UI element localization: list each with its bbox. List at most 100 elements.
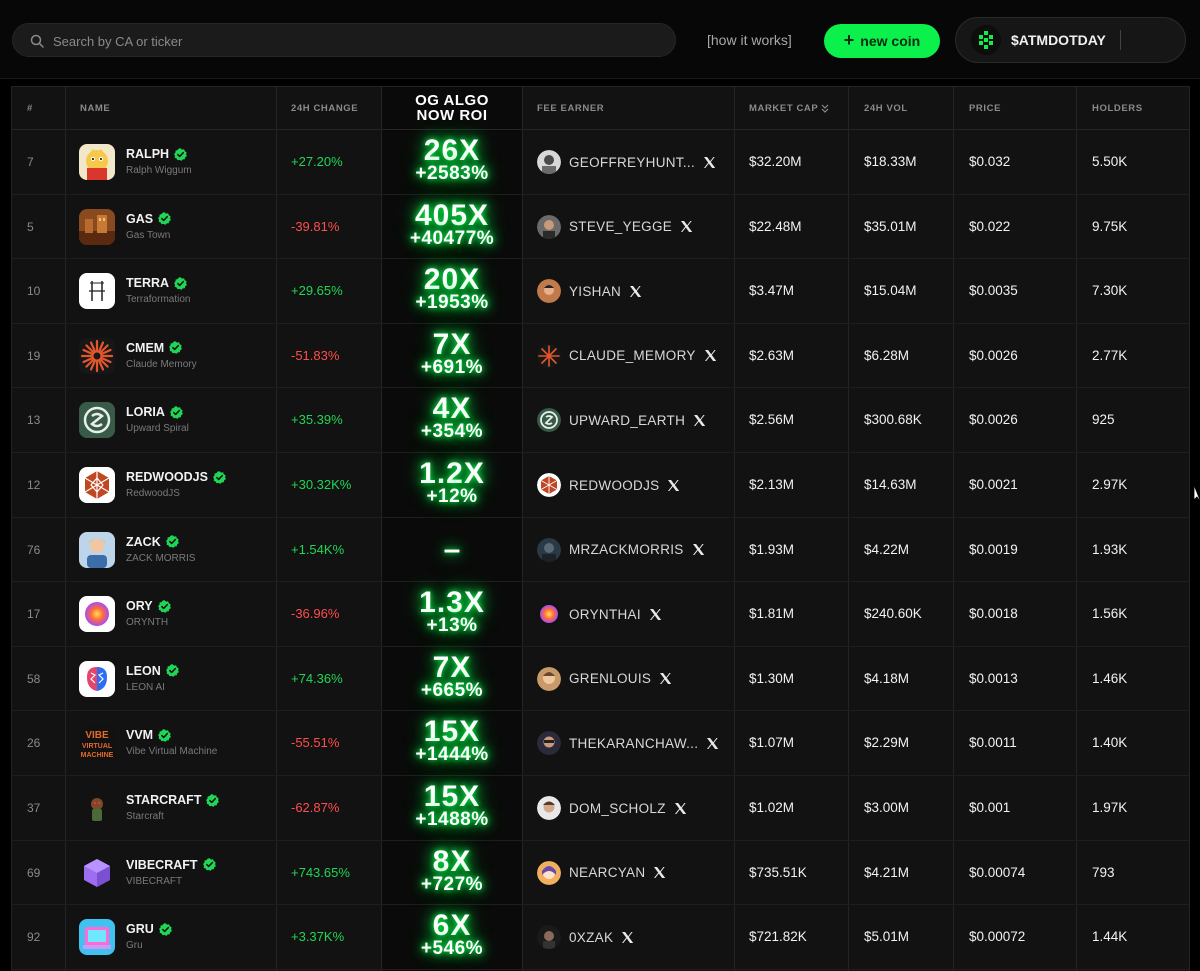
column-header-market-cap[interactable]: MARKET CAP [749,103,829,114]
coin-ticker-link[interactable]: TERRA [126,276,170,291]
coin-name: Starcraft [126,811,164,822]
roi-multiplier: 6X [432,909,472,943]
new-coin-button[interactable]: + new coin [824,24,940,58]
market-cap-cell: $22.48M [749,218,802,234]
holders-cell: 793 [1092,864,1115,880]
coin-name: RedwoodJS [126,488,180,499]
coin-ticker-link[interactable]: REDWOODJS [126,470,208,484]
fee-earner-link[interactable]: REDWOODJS [537,473,680,497]
verified-badge-icon [158,212,171,225]
ory-icon[interactable] [79,596,115,633]
account-divider [1120,30,1121,50]
gru-icon[interactable] [79,919,115,956]
table-row[interactable]: 26 VIBE VIRTUAL MACHINE VVM Vibe Virtual Mach… [12,711,1189,776]
fee-earner-link[interactable]: STEVE_YEGGE [537,214,693,239]
table-row[interactable]: 5 GAS Gas Town -39.81% 405X +40477% STEVE_YEGG… [12,195,1189,260]
coin-ticker-link[interactable]: LEON [126,663,161,678]
fee-earner-link[interactable]: UPWARD_EARTH [537,408,706,433]
ralph-icon[interactable] [79,144,115,180]
coin-ticker-link[interactable]: ZACK [126,534,161,549]
verified-badge-icon [206,793,220,807]
table-row[interactable]: 58 LEON LEON AI +74.36% 7X +665% GRENLOUIS $1.3… [12,647,1189,712]
table-row[interactable]: 69 VIBECRAFT VIBECRAFT +743.65% 8X +727% NEARC… [12,841,1189,906]
x-logo-icon [654,867,666,879]
fee-earner-link[interactable]: 0XZAK [537,925,634,950]
coin-ticker-link[interactable]: LORIA [126,405,165,420]
fee-earner-name: MRZACKMORRIS [569,542,684,558]
roi-multiplier: 20X [423,263,481,297]
table-row[interactable]: 76 ZACK ZACK MORRIS +1.54K% – MRZACKMORRIS $1.… [12,518,1189,583]
search-input[interactable] [51,24,655,58]
claude-memory-icon[interactable] [79,337,115,374]
starcraft-icon[interactable] [79,790,115,826]
table-row[interactable]: 92 GRU Gru +3.37K% 6X +546% 0XZAK $721.82K $5.01… [12,905,1189,970]
holders-cell: 1.97K [1092,800,1128,815]
geoffreyhunt-avatar [537,150,561,174]
column-header-price[interactable]: PRICE [969,103,1002,114]
coin-ticker-link[interactable]: GRU [126,922,154,937]
og-roi-cell: 15X +1444% [382,717,522,765]
table-row[interactable]: 7 RALPH Ralph Wiggum +27.20% 26X +2583% GEOFFR… [12,130,1189,195]
volume-cell: $6.28M [864,347,910,363]
fee-earner-link[interactable]: GRENLOUIS [537,666,672,691]
table-row[interactable]: 17 ORY ORYNTH -36.96% 1.3X +13% ORYNTHAI $1.81M… [12,582,1189,647]
column-header-24h-vol[interactable]: 24H VOL [864,103,908,114]
fee-earner-link[interactable]: THEKARANCHAW... [537,731,719,756]
volume-cell: $35.01M [864,218,917,234]
table-row[interactable]: 37 STARCRAFT Starcraft -62.87% 15X +1488% DOM_… [12,776,1189,841]
fee-earner-link[interactable]: NEARCYAN [537,860,666,885]
table-row[interactable]: 10 TERRA Terraformation +29.65% 20X +1953% YIS… [12,259,1189,324]
coin-ticker-link[interactable]: VVM [126,728,154,743]
loria-icon[interactable] [79,402,115,439]
coin-ticker-link[interactable]: RALPH [126,147,170,161]
svg-text:VIRTUAL: VIRTUAL [82,743,113,750]
fee-earner-link[interactable]: ORYNTHAI [537,602,662,627]
column-header-og-algo[interactable]: OG ALGO NOW ROI [382,93,522,123]
zack-icon[interactable] [79,531,115,568]
vvm-icon[interactable]: VIBE VIRTUAL MACHINE [79,725,115,762]
og-roi-cell: 1.2X +12% [382,459,522,507]
how-it-works-link[interactable]: [how it works] [707,32,792,48]
terra-icon[interactable] [79,273,115,310]
verified-badge-icon [174,147,187,161]
table-row[interactable]: 12 REDWOODJS RedwoodJS +30.32K% 1.2X +12% REDW… [12,453,1189,518]
orynthai-avatar [537,602,561,627]
column-header-fee-earner[interactable]: FEE EARNER [537,103,605,114]
change-cell: +30.32K% [291,477,352,492]
table-row[interactable]: 13 LORIA Upward Spiral +35.39% 4X +354% UPWARD… [12,388,1189,453]
fee-earner-link[interactable]: DOM_SCHOLZ [537,796,687,820]
fee-earner-name: GEOFFREYHUNT... [569,154,696,170]
coin-ticker-link[interactable]: ORY [126,599,153,614]
leon-icon[interactable] [79,660,115,697]
table-row[interactable]: 19 CMEM Claude Memory -51.83% 7X +691% CLAUDE_… [12,324,1189,389]
column-header-rank[interactable]: # [27,103,33,114]
coin-ticker-link[interactable]: GAS [126,211,154,226]
fee-earner-link[interactable]: GEOFFREYHUNT... [537,150,716,174]
fee-earner-link[interactable]: MRZACKMORRIS [537,537,705,562]
coin-ticker-link[interactable]: VIBECRAFT [126,857,198,872]
column-header-name[interactable]: NAME [80,103,111,114]
column-header-24h-change[interactable]: 24H CHANGE [291,103,359,114]
account-button[interactable]: $ATMDOTDAY [955,17,1186,63]
redwoodjs-icon[interactable] [79,467,115,503]
fee-earner-name: STEVE_YEGGE [569,219,673,235]
price-cell: $0.0026 [969,412,1018,428]
search-bar[interactable] [12,23,676,58]
rank-cell: 26 [27,736,41,751]
vibecraft-icon[interactable] [79,854,115,891]
ticker-cell: GRU [126,922,172,936]
coin-name: LEON AI [126,681,165,693]
fee-earner-link[interactable]: YISHAN [537,279,642,304]
holders-cell: 1.40K [1092,735,1128,751]
fee-earner-name: GRENLOUIS [569,671,652,687]
nearcyan-avatar [537,860,561,885]
roi-percent: +13% [426,615,478,637]
coin-ticker-link[interactable]: STARCRAFT [126,793,202,807]
column-header-holders[interactable]: HOLDERS [1092,103,1143,114]
gas-town-icon[interactable] [79,208,115,245]
roi-percent: +2583% [415,163,489,184]
og-roi-cell: 405X +40477% [382,200,522,248]
price-cell: $0.032 [969,154,1011,169]
fee-earner-link[interactable]: CLAUDE_MEMORY [537,343,717,368]
coin-ticker-link[interactable]: CMEM [126,340,165,355]
